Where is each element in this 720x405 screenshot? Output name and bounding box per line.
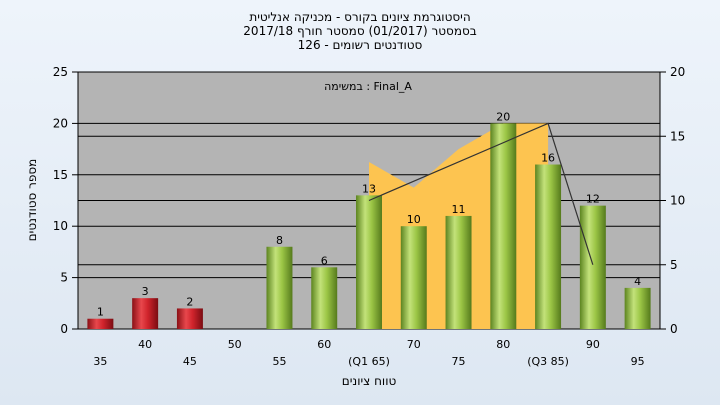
bar-value-label: 13 — [362, 182, 376, 195]
x-tick-label: (Q3 85) — [527, 355, 569, 368]
y-right-tick-label: 5 — [670, 258, 678, 272]
bar-value-label: 3 — [142, 285, 149, 298]
x-tick-label: 70 — [407, 338, 421, 351]
x-axis-label: טווח ציונים — [342, 374, 397, 388]
bar — [266, 246, 293, 329]
x-tick-label: 95 — [631, 355, 645, 368]
plot-annotation: במשימה : Final_A — [324, 80, 412, 93]
chart-title-line-2: בסמסטר (01/2017) סמסטר חורף 2017/18 — [243, 24, 477, 38]
chart-title-line-3: סטודנטים רשומים - 126 — [297, 38, 423, 52]
bar-value-label: 2 — [186, 295, 193, 308]
y-right-tick-label: 20 — [670, 65, 685, 79]
y-left-tick-label: 15 — [53, 168, 68, 182]
bar-value-label: 12 — [586, 193, 600, 206]
bar — [87, 318, 114, 329]
bar — [490, 123, 517, 330]
x-tick-label: 40 — [138, 338, 152, 351]
quartile-line — [368, 122, 594, 265]
chart-title-line-1: היסטוגרמת ציונים בקורס - מכניקה אנליטית — [249, 10, 471, 24]
x-tick-label: 90 — [586, 338, 600, 351]
bar — [400, 226, 427, 329]
x-tick-label: 45 — [183, 355, 197, 368]
bar-value-label: 20 — [496, 110, 510, 123]
x-tick-label: 75 — [452, 355, 466, 368]
y-right-tick-label: 15 — [670, 129, 685, 143]
x-tick-label: (Q1 65) — [348, 355, 390, 368]
bar-value-label: 11 — [452, 203, 466, 216]
y-axis-label: מספר סטודנטים — [25, 159, 39, 242]
bar-value-label: 6 — [321, 254, 328, 267]
x-tick-label: 80 — [496, 338, 510, 351]
bar — [132, 298, 159, 329]
bar-value-label: 10 — [407, 213, 421, 226]
bar-value-label: 4 — [634, 275, 641, 288]
y-left-tick-label: 0 — [60, 322, 68, 336]
x-tick-label: 55 — [272, 355, 286, 368]
y-left-tick-label: 20 — [53, 116, 68, 130]
bar — [579, 205, 606, 329]
bar-value-label: 16 — [541, 152, 555, 165]
bar — [624, 287, 651, 329]
y-left-tick-label: 10 — [53, 219, 68, 233]
bar-value-label: 8 — [276, 234, 283, 247]
bar — [535, 164, 562, 329]
bar — [176, 308, 203, 329]
x-tick-label: 35 — [93, 355, 107, 368]
x-tick-label: 60 — [317, 338, 331, 351]
bar — [445, 215, 472, 329]
y-left-tick-label: 25 — [53, 65, 68, 79]
bar-value-label: 1 — [97, 306, 104, 319]
y-left-tick-label: 5 — [60, 271, 68, 285]
y-right-tick-label: 10 — [670, 194, 685, 208]
bar — [311, 267, 338, 329]
y-right-tick-label: 0 — [670, 322, 678, 336]
bar — [356, 195, 382, 329]
x-tick-label: 50 — [228, 338, 242, 351]
